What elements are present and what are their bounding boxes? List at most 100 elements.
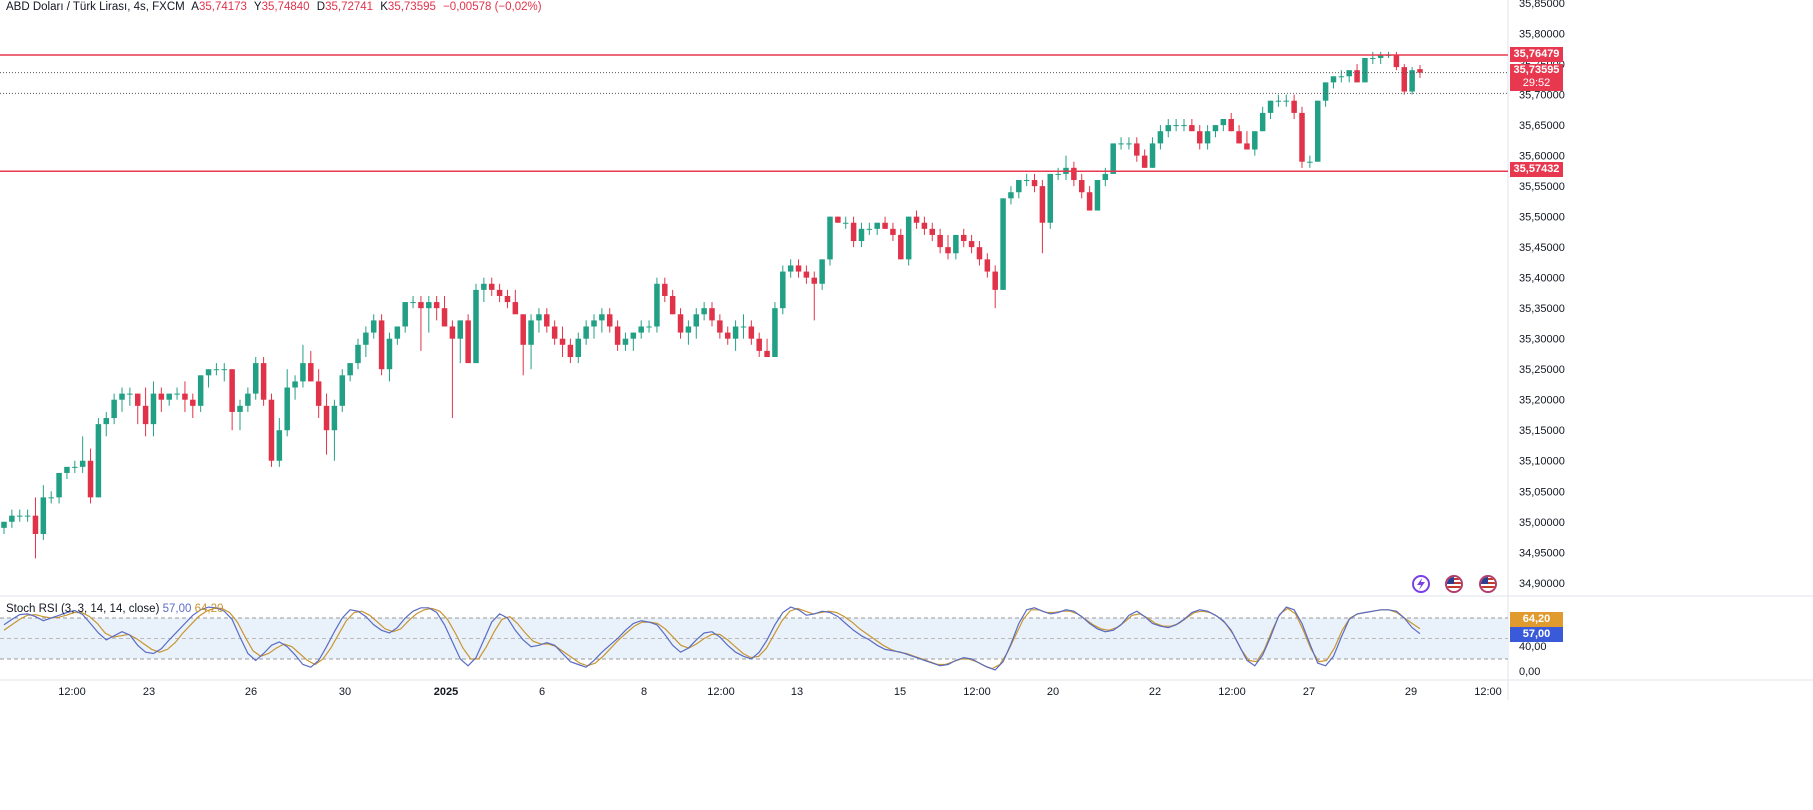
candle-body [252,363,259,394]
candle-body [567,344,574,357]
candle-body [1173,125,1179,127]
candle-body [1055,173,1061,175]
lightning-icon[interactable] [1412,575,1430,593]
candle-body [103,418,110,425]
candle-body [1307,161,1313,163]
candle-body [677,314,684,333]
candle-body [1031,180,1038,187]
candle-body [111,399,117,419]
candle-body [787,265,794,272]
candle-body [1401,67,1408,92]
candle-body [166,393,172,400]
candle-body [449,326,456,339]
candle-body [1149,143,1156,168]
candle-body [724,332,731,339]
candle-body [339,375,346,406]
resistance-price-tag: 35,76479 [1510,47,1563,62]
candle-body [599,314,605,321]
symbol-title: ABD Doları / Türk Lirası, 4s, FXCM [6,1,185,13]
candle-body [32,515,39,534]
candle-body [984,259,991,272]
candle-body [976,247,983,260]
candle-body [9,515,15,522]
candle-body [433,302,440,309]
candle-body [72,466,78,468]
time-label: 2025 [433,686,459,698]
candle-body [874,222,880,229]
open-label: A [191,1,199,13]
candle-body [1275,100,1282,102]
candle-body [882,222,888,229]
candle-body [1189,125,1195,132]
candle-body [284,387,290,431]
candle-body [1362,57,1368,83]
candle-body [1322,82,1329,101]
indicator-legend[interactable]: Stoch RSI (3, 3, 14, 14, close) 57,00 64… [6,603,223,615]
candle-body [921,222,928,229]
candle-body [1141,155,1148,168]
stoch-axis-40: 40,00 [1519,641,1547,653]
candle-body [1118,143,1124,145]
candle-body [1016,180,1022,193]
candle-body [638,326,644,333]
us-flag-icon[interactable] [1445,575,1463,593]
candle-body [1354,70,1360,83]
candle-body [1346,70,1352,77]
price-axis-tick: 35,55000 [1519,181,1565,193]
price-axis-tick: 34,95000 [1519,547,1565,559]
candle-body [1039,186,1046,223]
candle-body [237,405,243,412]
time-label: 12:00 [1218,686,1246,698]
candle-body [1094,180,1101,211]
price-axis-tick: 35,05000 [1519,486,1565,498]
candle-body [1165,125,1172,132]
candle-body [64,466,70,473]
candle-body [158,393,165,400]
candle-body [795,265,802,272]
candle-body [1157,131,1164,144]
candle-body [308,363,314,382]
stoch-k-value: 57,00 [162,603,192,615]
candle-body [866,228,873,230]
candle-body [937,234,943,248]
candle-body [205,369,212,376]
candle-body [536,314,542,321]
candle-body [630,332,637,339]
candle-body [1267,100,1274,113]
candle-body [559,338,566,345]
candle-body [1393,54,1400,68]
price-axis-tick: 35,80000 [1519,29,1565,41]
candle-body [780,271,786,309]
candle-body [1299,112,1305,162]
candle-body [544,314,550,327]
time-label: 12:00 [1474,686,1502,698]
candle-body [410,302,416,304]
candle-body [811,277,818,284]
candle-body [48,497,54,499]
candle-body [245,393,251,406]
low-value: 35,72741 [325,1,374,13]
price-axis-tick: 35,70000 [1519,90,1565,102]
us-flag-icon-2[interactable] [1479,575,1497,593]
stoch-k-axis-tag: 57,00 [1510,627,1563,642]
candle-body [95,424,102,498]
candle-body [1008,192,1014,199]
candle-body [842,222,849,224]
last-price-value: 35,73595 [1513,64,1560,76]
candle-body [1252,131,1258,150]
candle-body [488,283,495,290]
time-label: 30 [338,686,352,698]
stoch-axis-0: 0,00 [1519,666,1541,678]
candle-body [150,393,157,425]
candle-body [1134,143,1140,156]
candle-body [315,381,322,406]
candle-body [1102,173,1109,181]
candle-body [300,363,306,382]
candle-body [740,326,747,328]
close-label: K [380,1,388,13]
candle-body [575,338,582,357]
candle-body [504,295,511,303]
candle-body [1086,192,1093,211]
indicator-name: Stoch RSI (3, 3, 14, 14, close) [6,603,160,615]
